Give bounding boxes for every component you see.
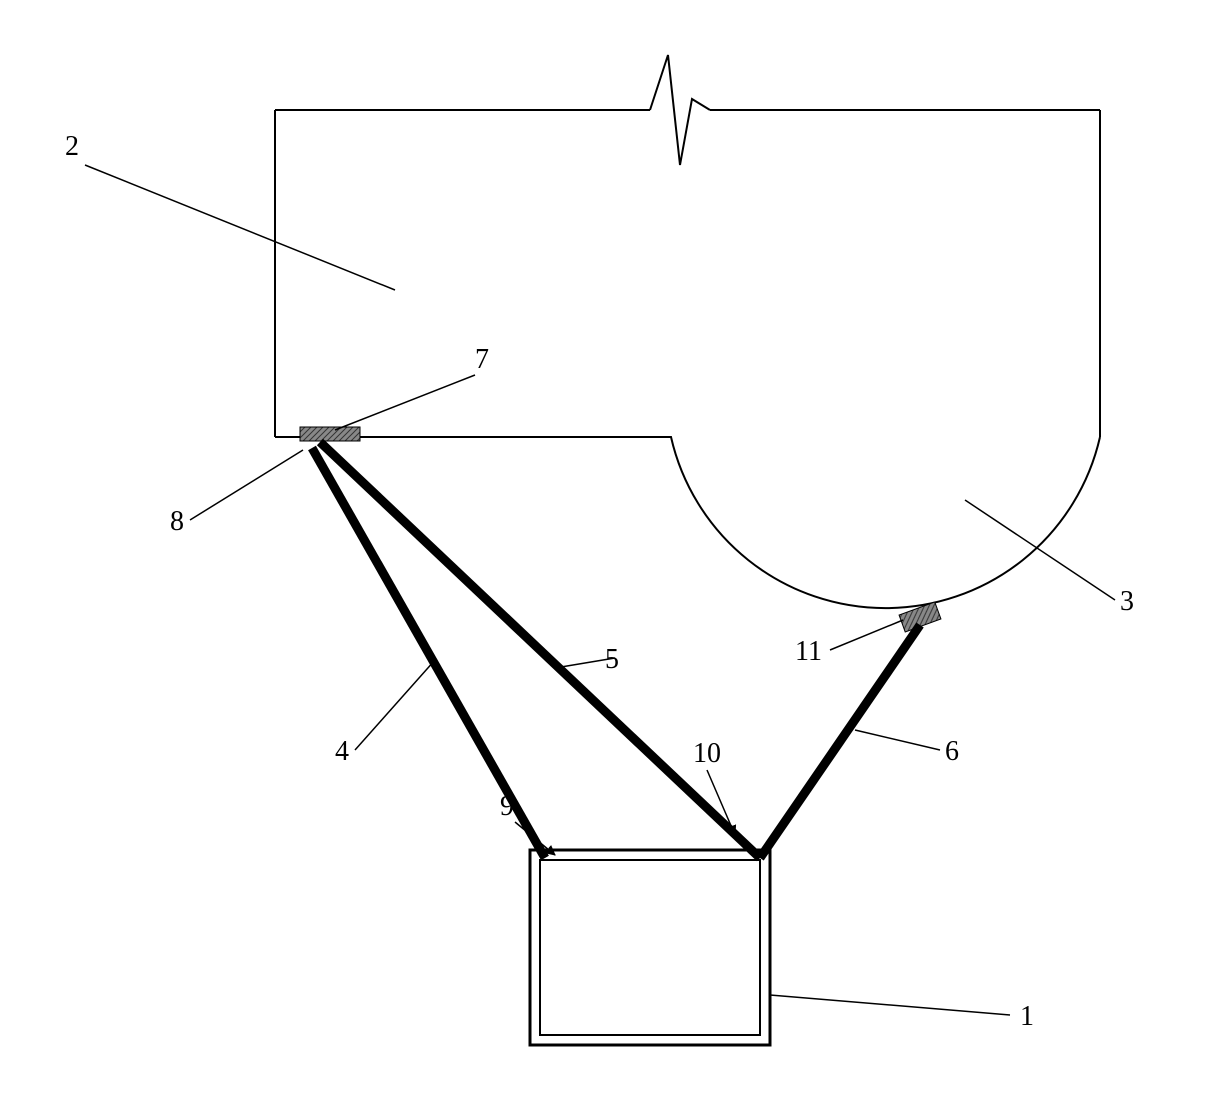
label-l1: 1 bbox=[1020, 1001, 1034, 1032]
label-l4: 4 bbox=[335, 736, 349, 767]
leader-l6 bbox=[855, 730, 940, 750]
label-l7: 7 bbox=[475, 344, 489, 375]
leader-l7 bbox=[335, 375, 475, 430]
leader-l1 bbox=[770, 995, 1010, 1015]
leader-lines bbox=[85, 165, 1115, 1015]
label-l11: 11 bbox=[795, 636, 822, 667]
label-l2: 2 bbox=[65, 131, 79, 162]
ship-upper-outline bbox=[275, 55, 1100, 437]
leader-l3 bbox=[965, 500, 1115, 600]
leader-l2 bbox=[85, 165, 395, 290]
label-l5: 5 bbox=[605, 644, 619, 675]
engineering-diagram: 2 7 8 3 11 5 4 10 6 9 1 bbox=[0, 0, 1219, 1093]
label-l3: 3 bbox=[1120, 586, 1134, 617]
strut-5 bbox=[320, 442, 760, 858]
label-l6: 6 bbox=[945, 736, 959, 767]
label-l10: 10 bbox=[693, 738, 721, 769]
equipment-box bbox=[530, 850, 770, 1045]
label-l8: 8 bbox=[170, 506, 184, 537]
label-l9: 9 bbox=[500, 791, 514, 822]
strut-6 bbox=[760, 625, 920, 858]
labels: 2 7 8 3 11 5 4 10 6 9 1 bbox=[65, 131, 1134, 1032]
leader-l8 bbox=[190, 450, 303, 520]
mounting-pad-top bbox=[300, 427, 360, 441]
leader-l4 bbox=[355, 660, 435, 750]
leader-l11 bbox=[830, 620, 903, 650]
